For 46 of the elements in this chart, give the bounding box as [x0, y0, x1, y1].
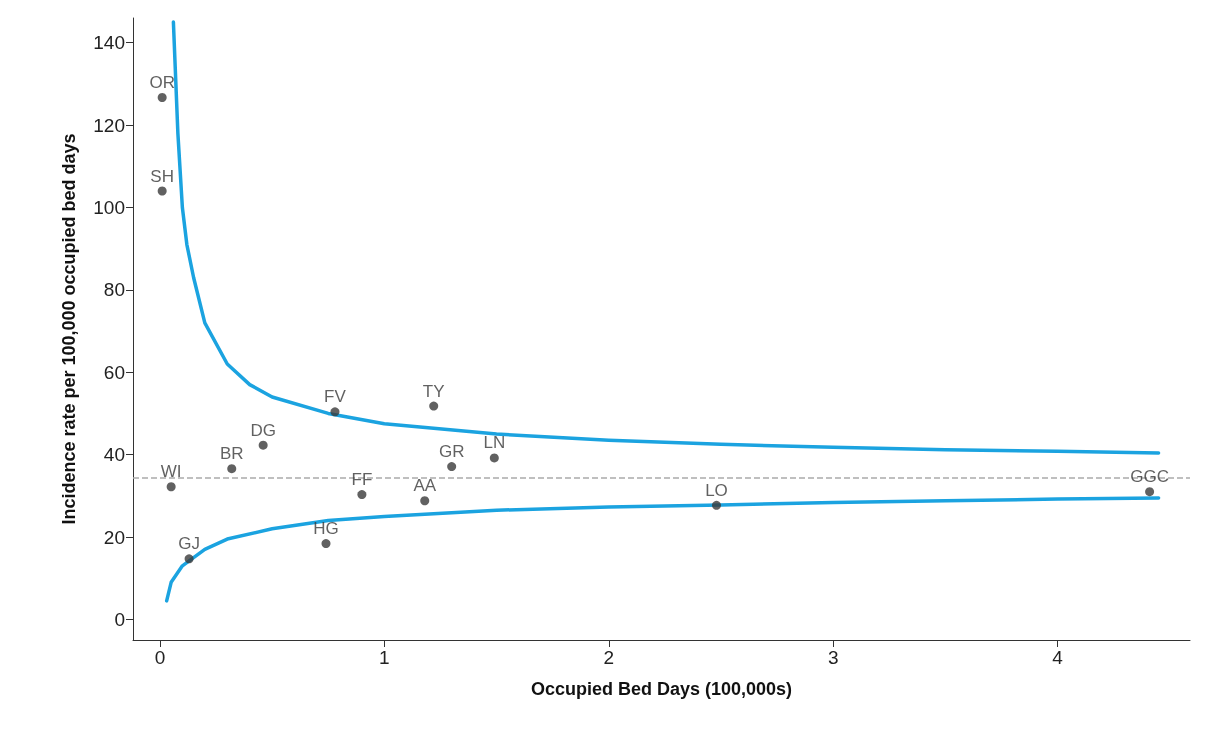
y-tick-label: 120 — [93, 114, 125, 136]
series-label: LO — [705, 480, 728, 500]
point — [157, 186, 167, 196]
x-tick-label: 1 — [379, 647, 390, 668]
series-label: OR — [149, 73, 175, 92]
point — [321, 539, 331, 549]
series-label: GGC — [1130, 467, 1169, 487]
y-tick-label: 0 — [114, 608, 125, 630]
point — [258, 440, 268, 450]
series-label: SH — [150, 166, 174, 186]
point — [330, 407, 340, 417]
series-label: BR — [219, 444, 244, 464]
x-tick-label: 2 — [603, 647, 615, 668]
y-tick-label: 20 — [103, 526, 125, 548]
x-tick-label: 3 — [827, 647, 839, 668]
point — [711, 500, 721, 510]
series-label: AA — [413, 476, 437, 496]
series-label: FV — [324, 387, 347, 407]
point — [489, 453, 499, 463]
series-label: LN — [483, 433, 506, 453]
series-label: FF — [351, 470, 373, 490]
point — [184, 554, 194, 564]
series-label: WI — [160, 462, 182, 482]
series-label: TY — [422, 381, 445, 401]
series-label: HG — [313, 519, 339, 539]
point — [166, 482, 176, 492]
x-tick-label: 0 — [154, 647, 166, 668]
y-tick-label: 40 — [103, 444, 125, 466]
y-tick-label: 60 — [103, 361, 125, 383]
line-series — [164, 496, 1161, 603]
y-tick-label: 100 — [93, 196, 125, 218]
series-label: GR — [438, 442, 465, 462]
point — [357, 490, 367, 500]
point — [1145, 487, 1155, 497]
x-tick-label: 4 — [1052, 647, 1064, 668]
series-label: GJ — [178, 534, 200, 554]
point — [420, 496, 430, 506]
point — [447, 462, 457, 472]
point — [227, 464, 237, 474]
y-axis-title: Incidence rate per 100,000 occupied bed days — [59, 133, 79, 525]
y-tick-label: 140 — [93, 32, 125, 54]
point — [157, 93, 167, 102]
series-label: DG — [250, 420, 276, 440]
y-tick-label: 80 — [103, 279, 125, 301]
point — [429, 401, 439, 411]
x-axis-title: Occupied Bed Days (100,000s) — [530, 679, 793, 699]
